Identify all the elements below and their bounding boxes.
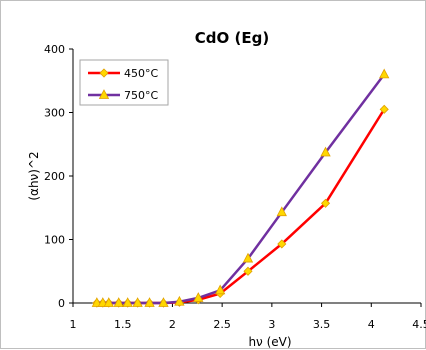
x-tick-label: 2.5	[213, 318, 231, 331]
x-axis-label: hν (eV)	[248, 335, 291, 349]
legend-series-450c-label: 450°C	[124, 67, 158, 80]
y-tick-label: 300	[44, 107, 65, 120]
legend-series-750c-label: 750°C	[124, 89, 158, 102]
y-tick-label: 100	[44, 234, 65, 247]
x-ticks: 1 1.5 2 2.5 3 3.5 4 4.5	[70, 303, 426, 331]
x-tick-label: 4.5	[412, 318, 426, 331]
x-tick-label: 3	[268, 318, 275, 331]
y-ticks: 0 100 200 300 400	[44, 43, 73, 310]
y-tick-label: 200	[44, 170, 65, 183]
x-tick-label: 2	[169, 318, 176, 331]
x-tick-label: 1.5	[114, 318, 132, 331]
series-750c-line	[97, 74, 384, 303]
series-450c-line	[97, 109, 384, 303]
y-tick-label: 0	[58, 297, 65, 310]
x-tick-label: 4	[368, 318, 375, 331]
legend: 450°C 750°C	[80, 60, 168, 105]
y-axis-label: (αhν)^2	[27, 151, 41, 200]
chart-title: CdO (Eg)	[195, 29, 269, 47]
x-tick-label: 3.5	[313, 318, 331, 331]
series-750c-point	[380, 69, 389, 78]
y-tick-label: 400	[44, 43, 65, 56]
x-tick-label: 1	[70, 318, 77, 331]
